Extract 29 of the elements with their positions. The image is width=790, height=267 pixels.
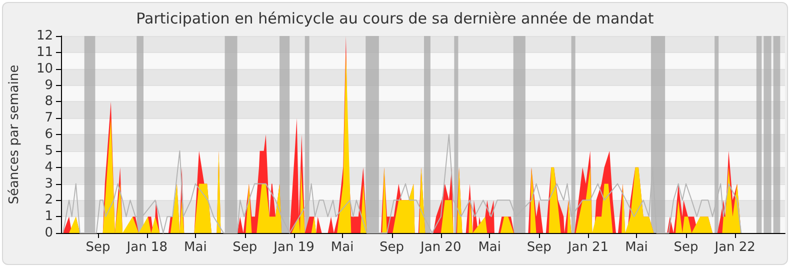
x-tick-label: Jan 20 [420,240,462,255]
x-tick-label: Sep [674,240,698,255]
y-tick-label: 10 [36,61,53,76]
y-tick-label: 0 [44,226,53,240]
y-tick-label: 7 [44,110,53,126]
chart-title: Participation en hémicycle au cours de sa dernière année de mandat [136,10,654,28]
y-tick-label: 9 [44,78,53,93]
y-tick-label: 2 [44,192,53,208]
x-tick-label: Sep [86,240,110,255]
x-tick-label: Sep [526,240,552,255]
y-axis-title: Séances par semaine [7,64,22,204]
x-tick-label: Mai [184,240,207,255]
x-tick-label: Jan 18 [126,240,168,255]
x-tick-label: Mai [625,240,648,255]
y-tick-label: 11 [36,44,53,60]
y-tick-label: 1 [44,209,53,224]
x-tick-label: Mai [478,240,502,255]
y-tick-label: 6 [44,127,53,142]
y-tick-label: 8 [44,94,53,110]
y-tick-label: 12 [36,28,53,44]
x-tick-label: Mai [330,240,354,255]
y-tick-label: 4 [44,160,53,175]
y-tick-label: 5 [44,143,53,158]
x-tick-label: Sep [380,240,404,255]
x-tick-label: Sep [232,240,258,255]
x-tick-label: Jan 22 [714,240,756,255]
x-tick-label: Jan 21 [566,240,609,255]
x-tick-label: Jan 19 [272,240,314,255]
y-tick-label: 3 [44,176,53,192]
